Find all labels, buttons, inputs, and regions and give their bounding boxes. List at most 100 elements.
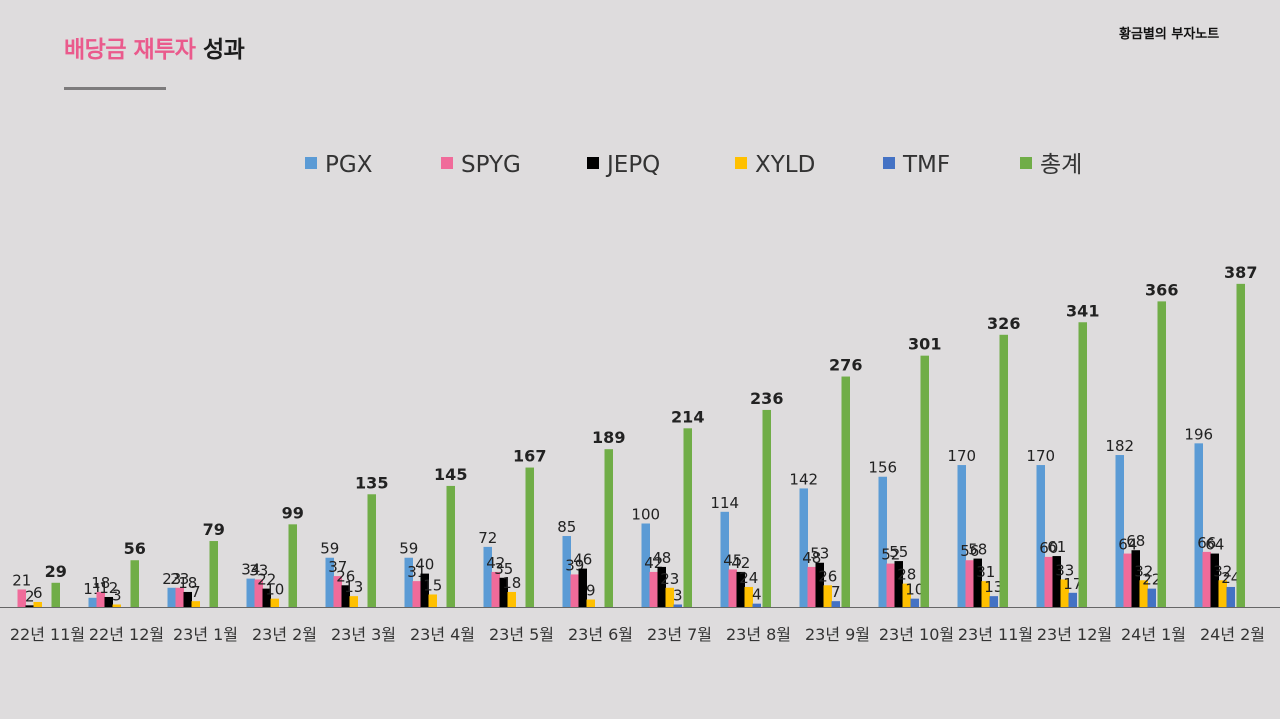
data-label-PGX-2: 23 [162, 570, 181, 588]
bar-PGX-6 [483, 546, 492, 607]
chart-title: 배당금 재투자 성과 [64, 30, 245, 64]
data-label-JEPQ-0: 2 [25, 587, 35, 605]
data-label-SPYG-2: 23 [170, 570, 189, 588]
legend-label-3: XYLD [755, 152, 815, 178]
data-label-SPYG-6: 42 [486, 554, 505, 572]
data-label-PGX-11: 156 [868, 459, 897, 477]
bar-TMF-15 [1226, 586, 1235, 607]
x-tick-label-10: 23년 9월 [805, 625, 870, 644]
x-tick-label-1: 22년 12월 [89, 625, 164, 644]
data-label-SPYG-11: 52 [881, 546, 900, 564]
data-label-TMF-10: 7 [831, 583, 841, 601]
data-label-PGX-9: 114 [710, 494, 739, 512]
data-label-JEPQ-1: 12 [99, 579, 118, 597]
data-label-XYLD-3: 10 [265, 581, 284, 599]
bar-총계-2 [209, 541, 218, 607]
bar-JEPQ-14 [1131, 550, 1140, 607]
bar-PGX-3 [246, 578, 255, 607]
bar-PGX-8 [641, 523, 650, 607]
bar-XYLD-8 [665, 587, 674, 607]
legend-label-1: SPYG [461, 152, 521, 178]
x-tick-label-3: 23년 2월 [252, 625, 317, 644]
legend-label-5: 총계 [1040, 152, 1082, 178]
bar-총계-10 [841, 376, 850, 607]
data-label-TMF-8: 3 [673, 586, 683, 604]
bar-PGX-12 [957, 465, 966, 607]
bar-총계-1 [130, 560, 139, 607]
data-label-SPYG-12: 56 [960, 542, 979, 560]
title-underline [64, 87, 166, 90]
data-label-XYLD-1: 3 [112, 586, 122, 604]
x-tick-label-15: 24년 2월 [1200, 625, 1265, 644]
bar-PGX-5 [404, 557, 413, 607]
bar-PGX-13 [1036, 465, 1045, 607]
bar-JEPQ-13 [1052, 556, 1061, 607]
data-label-TMF-11: 10 [905, 581, 924, 599]
bar-PGX-4 [325, 557, 334, 607]
legend-swatch-5 [1020, 157, 1032, 169]
data-label-XYLD-11: 28 [897, 566, 916, 584]
bar-TMF-13 [1068, 592, 1077, 607]
data-label-PGX-3: 34 [241, 561, 260, 579]
bar-SPYG-1 [96, 591, 105, 607]
bar-총계-8 [683, 428, 692, 607]
title-highlight: 배당금 재투자 [64, 37, 196, 63]
bar-SPYG-9 [728, 569, 737, 607]
bar-총계-6 [525, 467, 534, 607]
data-label-총계-15: 387 [1224, 263, 1257, 282]
legend-swatch-0 [305, 157, 317, 169]
x-tick-label-13: 23년 12월 [1037, 625, 1112, 644]
bar-XYLD-12 [981, 581, 990, 607]
bar-총계-15 [1236, 283, 1245, 607]
legend-label-0: PGX [325, 152, 373, 178]
brand-label: 황금별의 부자노트 [1119, 27, 1220, 42]
bar-PGX-7 [562, 536, 571, 607]
data-label-총계-6: 167 [513, 447, 546, 466]
bar-TMF-14 [1147, 588, 1156, 607]
bar-SPYG-8 [649, 571, 658, 607]
x-tick-label-5: 23년 4월 [410, 625, 475, 644]
data-label-JEPQ-9: 42 [731, 554, 750, 572]
bar-XYLD-11 [902, 583, 911, 607]
bar-총계-7 [604, 449, 613, 607]
x-tick-label-2: 23년 1월 [173, 625, 238, 644]
bar-XYLD-0 [33, 601, 42, 607]
bar-JEPQ-8 [657, 566, 666, 607]
bar-XYLD-4 [349, 596, 358, 607]
bar-TMF-9 [752, 603, 761, 607]
bar-SPYG-12 [965, 560, 974, 607]
data-label-XYLD-15: 32 [1213, 562, 1232, 580]
data-label-총계-11: 301 [908, 335, 941, 354]
x-tick-label-8: 23년 7월 [647, 625, 712, 644]
data-label-TMF-13: 17 [1063, 575, 1082, 593]
bar-JEPQ-10 [815, 562, 824, 607]
bar-총계-4 [367, 494, 376, 607]
data-label-총계-13: 341 [1066, 301, 1099, 320]
bar-SPYG-0 [17, 589, 26, 607]
bar-SPYG-13 [1044, 556, 1053, 607]
bar-SPYG-10 [807, 566, 816, 607]
data-label-SPYG-3: 33 [249, 561, 268, 579]
x-tick-label-4: 23년 3월 [331, 625, 396, 644]
bar-총계-0 [51, 582, 60, 607]
bar-XYLD-7 [586, 599, 595, 607]
data-label-PGX-14: 182 [1105, 437, 1134, 455]
data-label-TMF-15: 24 [1221, 569, 1240, 587]
data-label-총계-9: 236 [750, 389, 783, 408]
bar-XYLD-6 [507, 591, 516, 607]
bar-XYLD-13 [1060, 579, 1069, 607]
data-label-XYLD-12: 31 [976, 563, 995, 581]
data-label-총계-0: 29 [45, 562, 67, 581]
x-tick-label-12: 23년 11월 [958, 625, 1033, 644]
data-label-SPYG-4: 37 [328, 558, 347, 576]
bar-JEPQ-7 [578, 568, 587, 607]
data-label-PGX-8: 100 [631, 506, 660, 524]
data-label-SPYG-15: 66 [1197, 534, 1216, 552]
data-label-TMF-14: 22 [1142, 571, 1161, 589]
bar-총계-5 [446, 485, 455, 607]
bar-총계-12 [999, 334, 1008, 607]
bar-JEPQ-1 [104, 596, 113, 607]
x-tick-label-9: 23년 8월 [726, 625, 791, 644]
data-label-SPYG-13: 60 [1039, 539, 1058, 557]
bar-JEPQ-3 [262, 588, 271, 607]
